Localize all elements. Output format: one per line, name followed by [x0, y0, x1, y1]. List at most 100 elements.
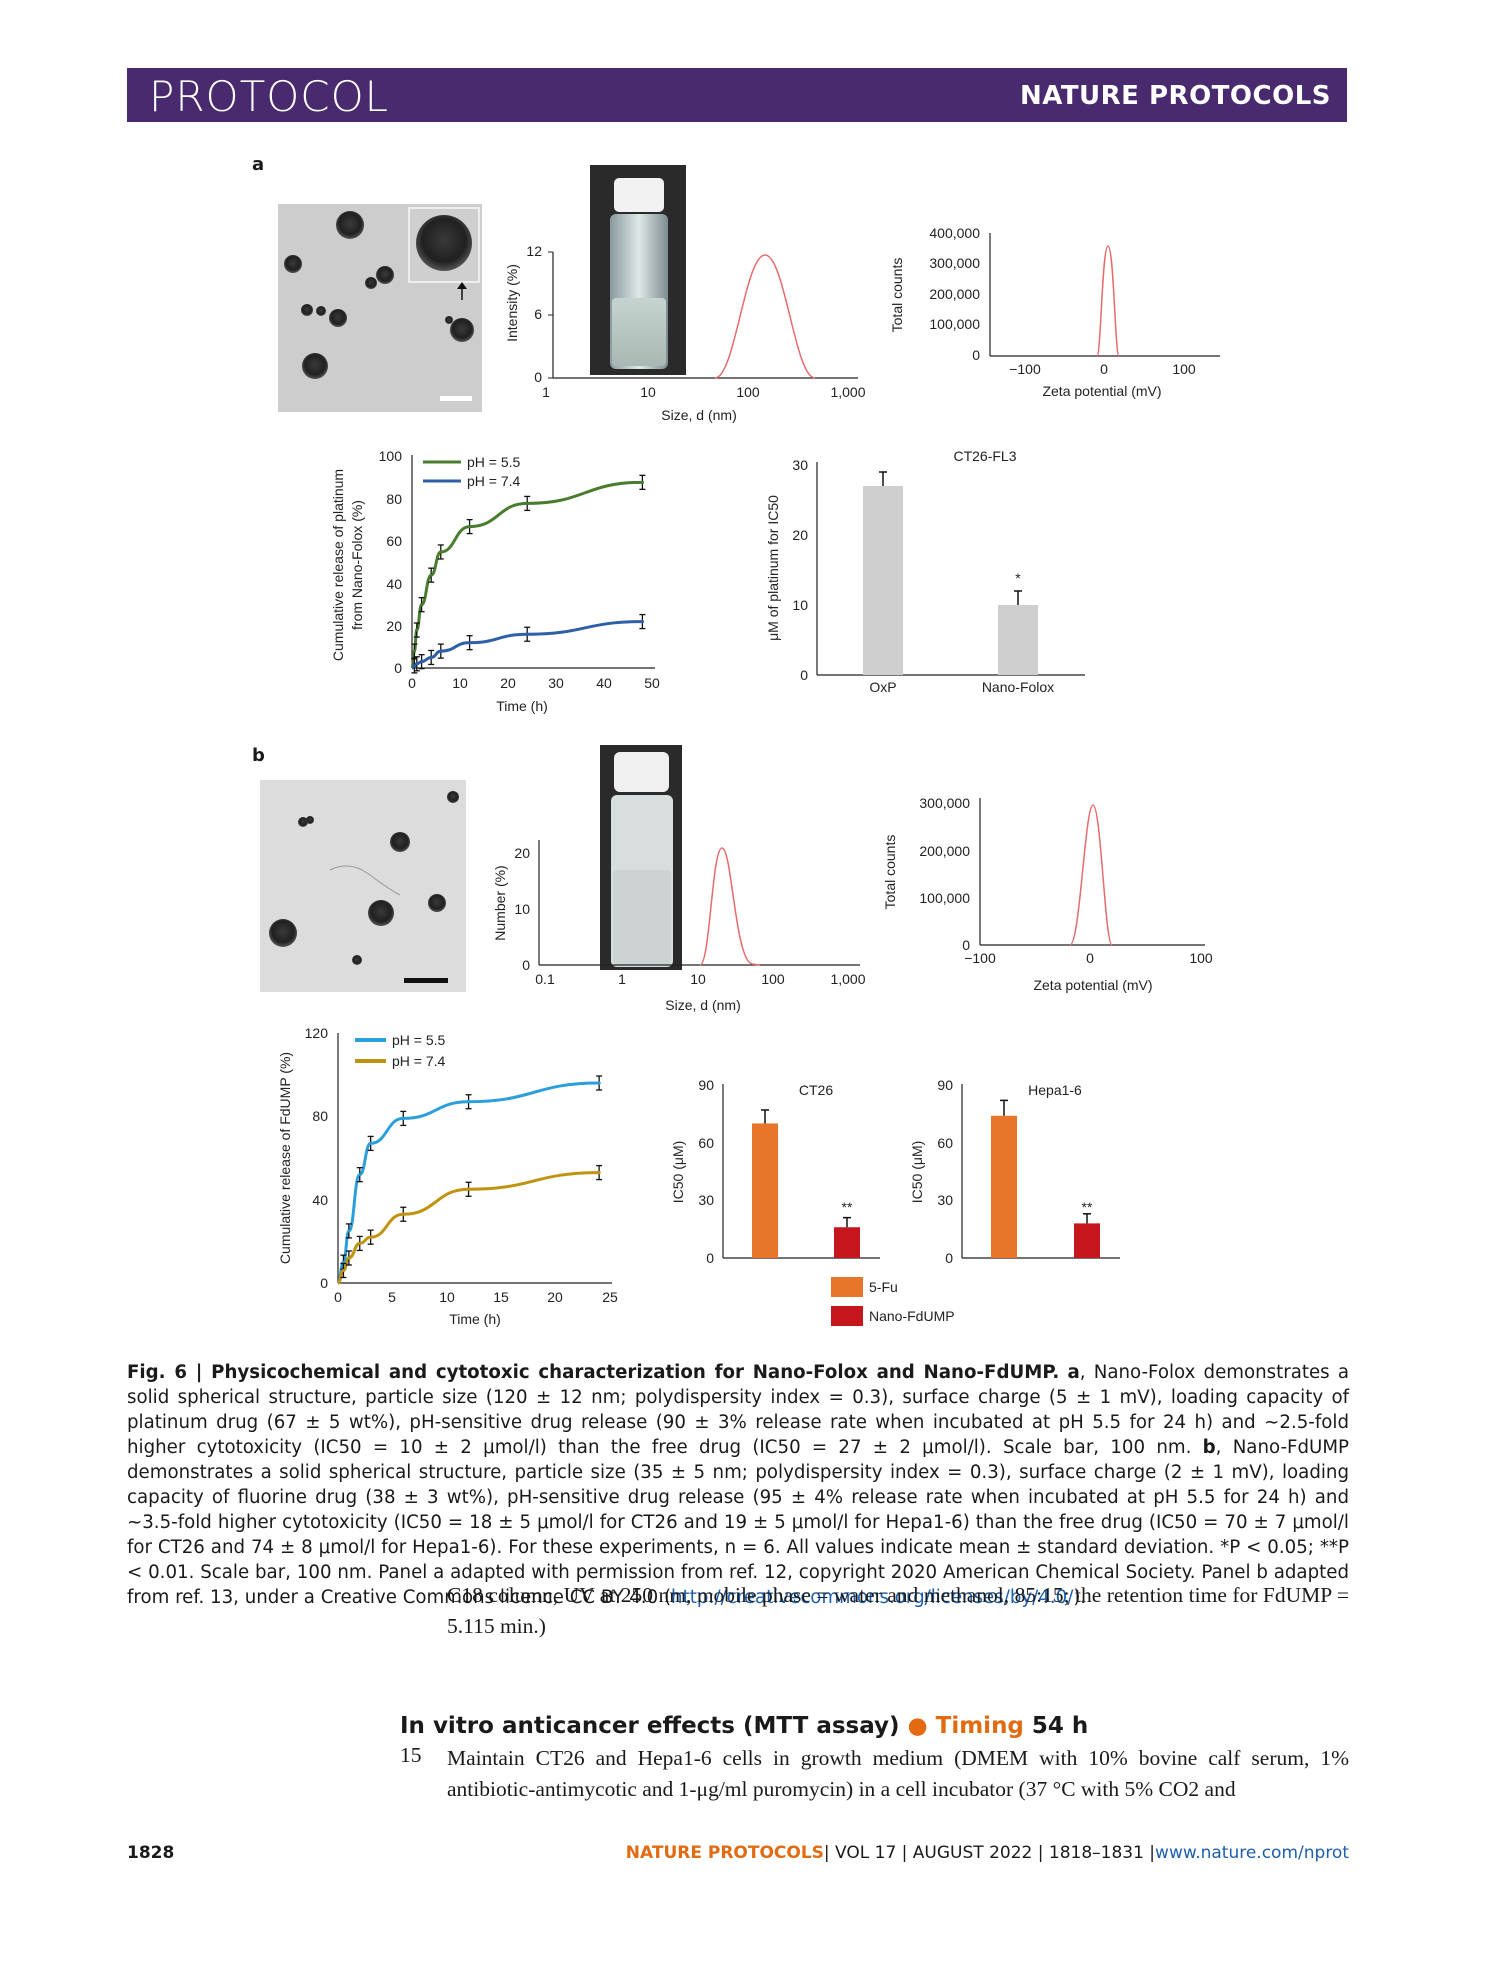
xtick: 5: [388, 1289, 396, 1305]
ylabel: Cumulative release of platinum: [330, 469, 346, 661]
ytick: 60: [937, 1135, 953, 1151]
xtick: 100: [736, 384, 760, 400]
data-point: [369, 1235, 373, 1239]
page-number: 1828: [127, 1843, 175, 1863]
data-point: [439, 550, 443, 554]
ytick: 200,000: [919, 843, 970, 859]
legend-swatch-nanofdump: [831, 1306, 863, 1326]
ylabel: μM of platinum for IC50: [765, 495, 781, 641]
bar: [991, 1115, 1017, 1258]
legend-ph74: pH = 7.4: [392, 1053, 446, 1069]
ytick: 6: [534, 306, 542, 322]
ytick: 80: [386, 491, 402, 507]
xtick: −100: [1009, 361, 1041, 377]
size-curve-b: [699, 847, 761, 966]
zeta-plot-a: 0 100,000 200,000 300,000 400,000 −100 0…: [889, 225, 1220, 399]
data-point: [597, 1081, 601, 1085]
ytick: 0: [320, 1275, 328, 1291]
data-point: [468, 525, 472, 529]
ic50-plot-hepa: 0 30 60 90 Hepa1-6 IC50 (μM) **: [909, 1077, 1120, 1266]
xlabel: Zeta potential (mV): [1042, 383, 1161, 399]
chart-title: CT26-FL3: [953, 448, 1016, 464]
bar: [998, 605, 1038, 675]
ylabel: from Nano-Folox (%): [349, 500, 365, 630]
xtick: 50: [644, 675, 660, 691]
footer-journal: NATURE PROTOCOLS: [625, 1843, 824, 1863]
ytick: 100: [379, 448, 403, 464]
legend-ph74: pH = 7.4: [467, 473, 521, 489]
tem-image-b: [260, 780, 466, 992]
ytick: 0: [394, 660, 402, 676]
ytick: 90: [698, 1077, 714, 1093]
page-header: PROTOCOL NATURE PROTOCOLS: [127, 68, 1347, 122]
bar: [1074, 1223, 1100, 1258]
data-point: [347, 1229, 351, 1233]
panel-b-label: b: [252, 745, 265, 766]
size-plot-b: 0 10 20 0.1 1 10 100 1,000 Size, d (nm) …: [492, 745, 866, 1013]
xtick: 100: [1172, 361, 1196, 377]
data-point: [525, 501, 529, 506]
ytick: 40: [386, 576, 402, 592]
xtick: 100: [761, 971, 785, 987]
bar: [752, 1123, 778, 1258]
sig-marker: **: [842, 1199, 853, 1215]
data-point: [415, 628, 419, 632]
ytick: 60: [698, 1135, 714, 1151]
vial-cap: [614, 752, 669, 792]
data-point: [341, 1268, 346, 1273]
scale-bar: [440, 396, 472, 401]
legend-nanofdump: Nano-FdUMP: [869, 1308, 955, 1324]
data-point: [597, 1170, 601, 1175]
ytick: 0: [962, 937, 970, 953]
xtick: 1,000: [830, 971, 865, 987]
xtick: 0: [1086, 950, 1094, 966]
ic50-plot-ct26: 0 30 60 90 CT26 IC50 (μM) **: [670, 1077, 880, 1266]
license-link[interactable]: http://creativecommons.org/licenses/by/4…: [671, 1587, 1074, 1608]
footer-url[interactable]: www.nature.com/nprot: [1155, 1843, 1349, 1863]
ylabel: Cumulative release of FdUMP (%): [277, 1052, 293, 1264]
zeta-curve-a: [1096, 245, 1120, 357]
legend-ph55: pH = 5.5: [392, 1032, 446, 1048]
legend-ph55: pH = 5.5: [467, 454, 521, 470]
footer-citation: NATURE PROTOCOLS| VOL 17 | AUGUST 2022 |…: [626, 1843, 1349, 1863]
sig-marker: **: [1082, 1199, 1093, 1215]
xlabel: Time (h): [449, 1311, 501, 1327]
data-point: [358, 1241, 362, 1246]
ytick: 20: [386, 618, 402, 634]
timing-value: 54 h: [1031, 1713, 1089, 1739]
caption-b: b: [1202, 1437, 1216, 1458]
xtick: −100: [964, 950, 996, 966]
xtick: 1: [618, 971, 626, 987]
data-point: [347, 1256, 351, 1260]
ylabel: Total counts: [882, 835, 898, 910]
step-number: 15: [400, 1743, 422, 1767]
ytick: 0: [706, 1250, 714, 1266]
legend-5fu: 5-Fu: [869, 1279, 898, 1295]
xtick: 10: [690, 971, 706, 987]
category: Nano-Folox: [982, 679, 1054, 695]
xlabel: Size, d (nm): [665, 997, 740, 1013]
section-heading: In vitro anticancer effects (MTT assay) …: [400, 1713, 1088, 1739]
release-plot-a: 0 20 40 60 80 100 0 10 20 30 40 50 Time …: [330, 448, 660, 714]
xtick: 30: [548, 675, 564, 691]
xlabel: Time (h): [496, 698, 548, 714]
xtick: 10: [640, 384, 656, 400]
xtick: 0: [408, 675, 416, 691]
ytick: 300,000: [929, 255, 980, 271]
body-paragraph: C18 column, UV at 250 nm, mobile phase =…: [447, 1583, 1349, 1638]
data-point: [412, 649, 416, 653]
ytick: 80: [312, 1108, 328, 1124]
xtick: 1,000: [830, 384, 865, 400]
data-point: [640, 480, 645, 484]
ytick: 30: [698, 1192, 714, 1208]
data-point: [415, 662, 419, 666]
data-point: [429, 573, 433, 577]
tem-image-a: [278, 204, 482, 412]
caption-end: ).: [1073, 1587, 1087, 1608]
ytick: 60: [386, 533, 402, 549]
ytick: 20: [514, 845, 530, 861]
category: OxP: [869, 679, 896, 695]
ylabel: IC50 (μM): [670, 1141, 686, 1204]
vial-cap: [614, 178, 664, 212]
ytick: 0: [945, 1250, 953, 1266]
